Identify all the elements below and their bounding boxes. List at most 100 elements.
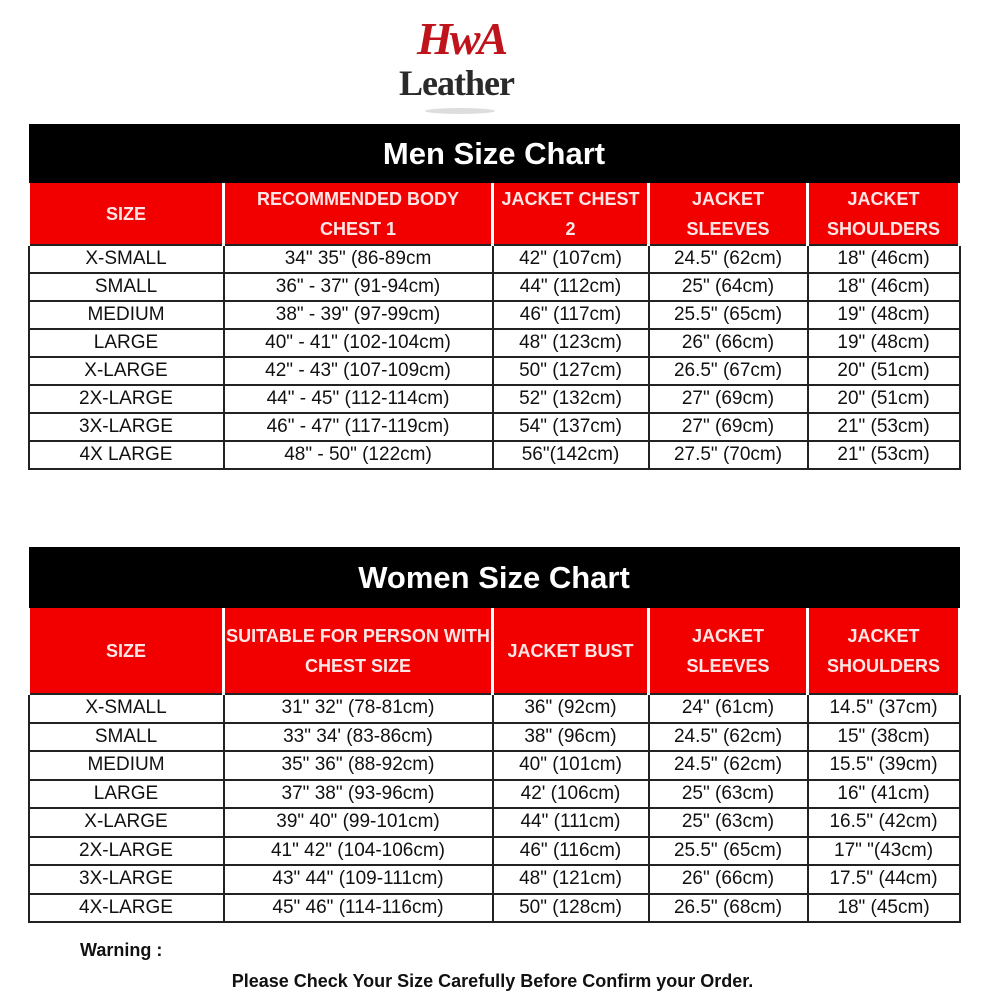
table-row: 3X-LARGE 43" 44" (109-111cm) 48" (121cm) 26… bbox=[27, 864, 961, 895]
table-cell: 37" 38" (93-96cm) bbox=[222, 778, 494, 809]
table-cell: 45" 46" (114-116cm) bbox=[222, 892, 494, 923]
women-header-row: SIZE SUITABLE FOR PERSON WITH CHEST SIZE J… bbox=[27, 608, 962, 694]
table-cell: 43" 44" (109-111cm) bbox=[222, 864, 494, 895]
table-cell: 46" (117cm) bbox=[491, 300, 650, 330]
table-cell: 19" (48cm) bbox=[806, 328, 961, 358]
table-cell: 15.5" (39cm) bbox=[806, 750, 961, 781]
table-cell: 50" (127cm) bbox=[491, 356, 650, 386]
table-row: LARGE 37" 38" (93-96cm) 42' (106cm) 25" (63… bbox=[27, 778, 961, 809]
table-row: 2X-LARGE 41" 42" (104-106cm) 46" (116cm) 25… bbox=[27, 835, 961, 866]
table-cell: 44" - 45" (112-114cm) bbox=[222, 384, 494, 414]
table-cell: 25" (63cm) bbox=[647, 778, 809, 809]
table-cell: MEDIUM bbox=[27, 750, 225, 781]
table-cell: LARGE bbox=[27, 328, 225, 358]
table-cell: 42" (107cm) bbox=[491, 244, 650, 274]
table-cell: MEDIUM bbox=[27, 300, 225, 330]
table-cell: 20" (51cm) bbox=[806, 356, 961, 386]
table-cell: 31" 32" (78-81cm) bbox=[222, 693, 494, 724]
warning-label: Warning : bbox=[80, 940, 163, 960]
warning-text: Please Check Your Size Carefully Before … bbox=[231, 971, 754, 991]
table-row: 4X LARGE 48" - 50" (122cm) 56"(142cm) 27.5"… bbox=[27, 440, 961, 470]
table-cell: 3X-LARGE bbox=[27, 864, 225, 895]
column-header: JACKET SHOULDERS bbox=[805, 608, 962, 694]
table-cell: 54" (137cm) bbox=[491, 412, 650, 442]
table-cell: 21" (53cm) bbox=[806, 440, 961, 470]
table-cell: 26.5" (67cm) bbox=[647, 356, 809, 386]
table-row: MEDIUM 35" 36" (88-92cm) 40" (101cm) 24.5" … bbox=[27, 750, 961, 781]
table-cell: 24.5" (62cm) bbox=[647, 721, 809, 752]
table-cell: 36" - 37" (91-94cm) bbox=[222, 272, 494, 302]
logo-leather: Leather bbox=[399, 63, 515, 103]
table-cell: X-LARGE bbox=[27, 356, 225, 386]
table-cell: 25.5" (65cm) bbox=[647, 300, 809, 330]
table-cell: 18" (46cm) bbox=[806, 272, 961, 302]
table-cell: 34" 35" (86-89cm bbox=[222, 244, 494, 274]
table-cell: 50" (128cm) bbox=[491, 892, 650, 923]
table-row: 3X-LARGE 46" - 47" (117-119cm) 54" (137cm)… bbox=[27, 412, 961, 442]
table-row: 2X-LARGE 44" - 45" (112-114cm) 52" (132cm)… bbox=[27, 384, 961, 414]
table-cell: 40" - 41" (102-104cm) bbox=[222, 328, 494, 358]
table-cell: 15" (38cm) bbox=[806, 721, 961, 752]
column-header: JACKET CHEST 2 bbox=[491, 183, 650, 245]
table-cell: 48" (123cm) bbox=[491, 328, 650, 358]
table-cell: 18" (46cm) bbox=[806, 244, 961, 274]
table-cell: 16.5" (42cm) bbox=[806, 807, 961, 838]
table-row: SMALL 36" - 37" (91-94cm) 44" (112cm) 25" (… bbox=[27, 272, 961, 302]
hwa-leather-logo: HwA Leather bbox=[395, 12, 525, 114]
table-cell: 38" - 39" (97-99cm) bbox=[222, 300, 494, 330]
column-header: JACKET BUST bbox=[491, 608, 650, 694]
table-cell: 42' (106cm) bbox=[491, 778, 650, 809]
table-cell: 19" (48cm) bbox=[806, 300, 961, 330]
table-cell: 21" (53cm) bbox=[806, 412, 961, 442]
table-cell: 52" (132cm) bbox=[491, 384, 650, 414]
women-size-chart: Women Size Chart SIZE SUITABLE FOR PERSON… bbox=[27, 547, 962, 923]
table-cell: 33" 34' (83-86cm) bbox=[222, 721, 494, 752]
table-row: X-LARGE 42" - 43" (107-109cm) 50" (127cm) 2… bbox=[27, 356, 961, 386]
table-cell: 25" (63cm) bbox=[647, 807, 809, 838]
table-cell: 25.5" (65cm) bbox=[647, 835, 809, 866]
column-header: RECOMMENDED BODY CHEST 1 bbox=[222, 183, 494, 245]
table-cell: 25" (64cm) bbox=[647, 272, 809, 302]
table-cell: 2X-LARGE bbox=[27, 835, 225, 866]
table-row: SMALL 33" 34' (83-86cm) 38" (96cm) 24.5" (6… bbox=[27, 721, 961, 752]
table-cell: 26" (66cm) bbox=[647, 864, 809, 895]
table-row: MEDIUM 38" - 39" (97-99cm) 46" (117cm) 25.5… bbox=[27, 300, 961, 330]
men-header-row: SIZE RECOMMENDED BODY CHEST 1 JACKET CHEST… bbox=[27, 183, 962, 245]
logo-shadow bbox=[425, 108, 495, 114]
table-cell: 44" (112cm) bbox=[491, 272, 650, 302]
table-cell: 3X-LARGE bbox=[27, 412, 225, 442]
table-cell: 42" - 43" (107-109cm) bbox=[222, 356, 494, 386]
table-cell: 4X LARGE bbox=[27, 440, 225, 470]
column-header: SUITABLE FOR PERSON WITH CHEST SIZE bbox=[222, 608, 494, 694]
table-cell: 39" 40" (99-101cm) bbox=[222, 807, 494, 838]
column-header: SIZE bbox=[27, 608, 225, 694]
table-cell: 24.5" (62cm) bbox=[647, 750, 809, 781]
column-header: JACKET SLEEVES bbox=[647, 183, 809, 245]
table-cell: 46" (116cm) bbox=[491, 835, 650, 866]
table-cell: LARGE bbox=[27, 778, 225, 809]
table-row: X-SMALL 34" 35" (86-89cm 42" (107cm) 24.5" … bbox=[27, 244, 961, 274]
table-cell: 18" (45cm) bbox=[806, 892, 961, 923]
table-cell: SMALL bbox=[27, 272, 225, 302]
table-row: LARGE 40" - 41" (102-104cm) 48" (123cm) 26"… bbox=[27, 328, 961, 358]
table-cell: 20" (51cm) bbox=[806, 384, 961, 414]
table-cell: 17.5" (44cm) bbox=[806, 864, 961, 895]
men-size-chart: Men Size Chart SIZE RECOMMENDED BODY CHES… bbox=[27, 124, 962, 470]
table-cell: 48" - 50" (122cm) bbox=[222, 440, 494, 470]
table-cell: 38" (96cm) bbox=[491, 721, 650, 752]
table-cell: 40" (101cm) bbox=[491, 750, 650, 781]
table-cell: 26.5" (68cm) bbox=[647, 892, 809, 923]
table-cell: 44" (111cm) bbox=[491, 807, 650, 838]
table-cell: 24.5" (62cm) bbox=[647, 244, 809, 274]
table-cell: 27" (69cm) bbox=[647, 412, 809, 442]
table-cell: 56"(142cm) bbox=[491, 440, 650, 470]
table-cell: 4X-LARGE bbox=[27, 892, 225, 923]
table-cell: 16" (41cm) bbox=[806, 778, 961, 809]
table-cell: 36" (92cm) bbox=[491, 693, 650, 724]
table-cell: X-LARGE bbox=[27, 807, 225, 838]
table-cell: 35" 36" (88-92cm) bbox=[222, 750, 494, 781]
table-cell: X-SMALL bbox=[27, 244, 225, 274]
table-cell: 48" (121cm) bbox=[491, 864, 650, 895]
table-cell: 2X-LARGE bbox=[27, 384, 225, 414]
women-chart-title: Women Size Chart bbox=[28, 547, 960, 608]
